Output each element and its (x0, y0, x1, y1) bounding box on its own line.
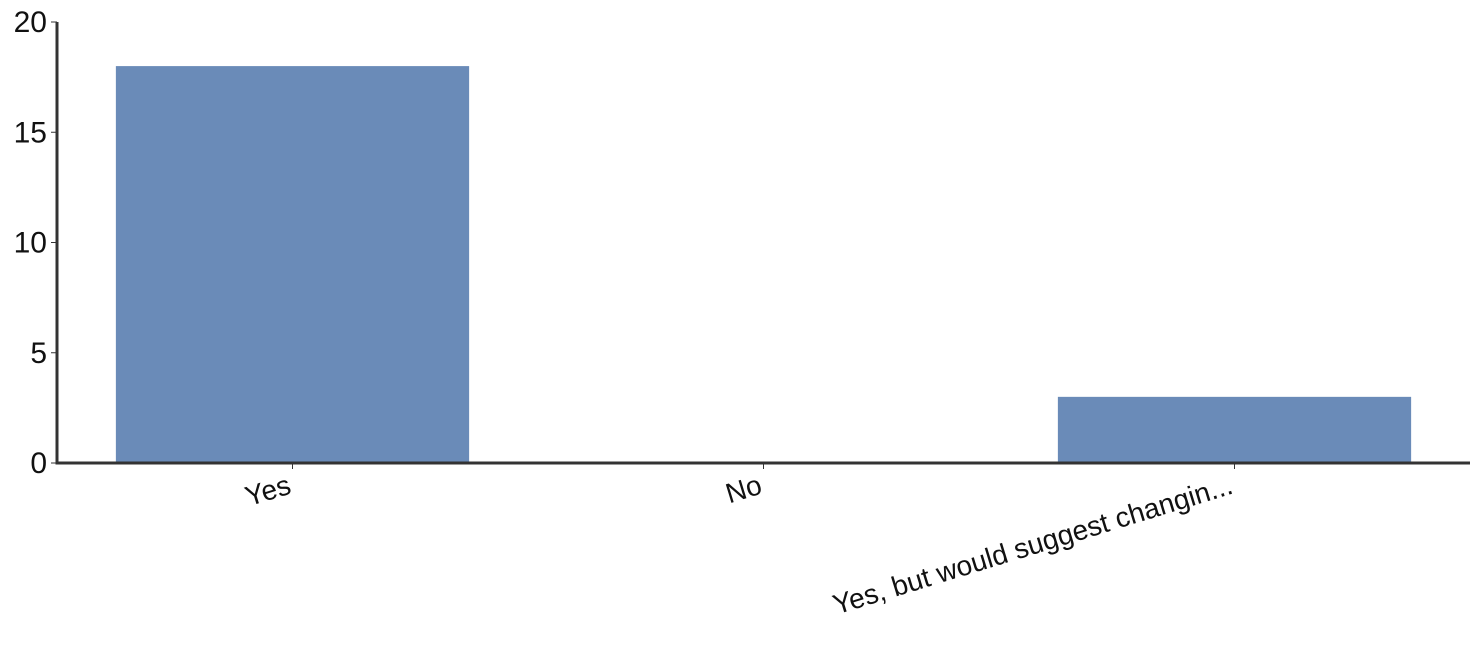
x-axis-ticks: Yes No Yes, but would suggest changin... (241, 463, 1236, 620)
x-tick-label: Yes, but would suggest changin... (829, 469, 1236, 620)
bar-1 (115, 66, 470, 463)
x-tick-label: Yes (241, 469, 294, 512)
y-tick-label: 10 (14, 227, 47, 260)
y-tick-label: 5 (30, 337, 47, 370)
bars-group (115, 66, 1412, 463)
bar-3 (1057, 396, 1412, 463)
y-tick-label: 20 (14, 6, 47, 39)
x-tick-label: No (722, 469, 765, 509)
y-axis-ticks: 0 5 10 15 20 (14, 6, 57, 480)
y-tick-label: 15 (14, 116, 47, 149)
y-tick-label: 0 (30, 447, 47, 480)
